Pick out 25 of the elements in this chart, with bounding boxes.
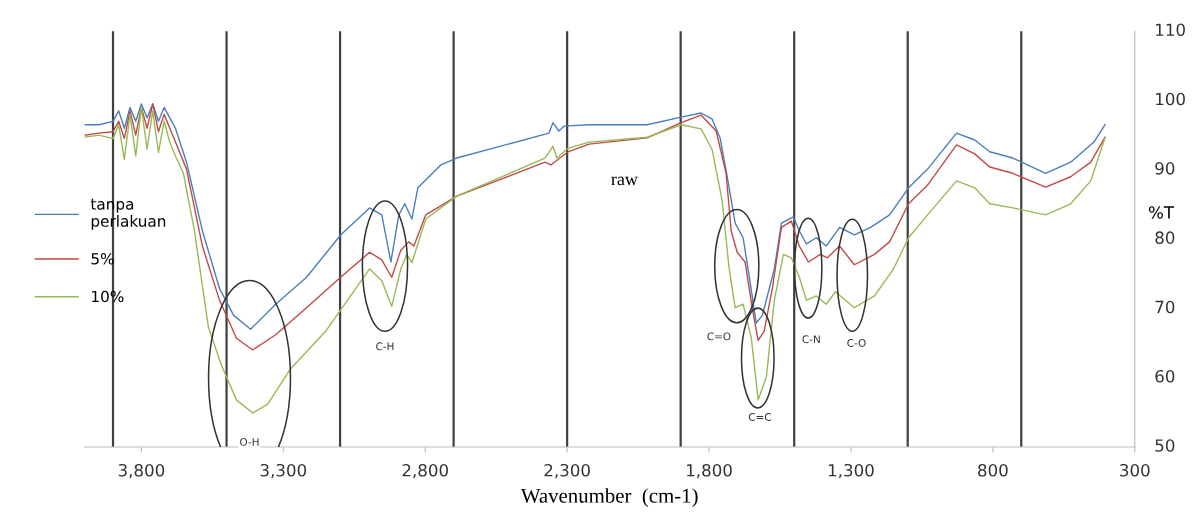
y-axis-title: %T	[1148, 206, 1175, 219]
line-series	[84, 106, 1106, 414]
y-tick-label: 100	[1156, 92, 1185, 106]
x-tick-label: 300	[1120, 463, 1150, 477]
x-axis-title: Wavenumber (cm-1)	[520, 488, 698, 508]
x-tick-label: 1,800	[687, 463, 732, 479]
x-tick-label: 2,300	[544, 463, 590, 479]
x-tick-label: 2,800	[402, 463, 448, 479]
y-tick-label: 110	[1156, 23, 1185, 37]
y-tick-label: 60	[1155, 369, 1175, 383]
x-tick-label: 1,300	[828, 463, 874, 479]
x-tick-label: 3,300	[260, 463, 307, 479]
x-tick-label: 3,800	[118, 463, 165, 479]
y-tick-label: 70	[1155, 300, 1175, 314]
annotation: C=O	[707, 332, 731, 341]
x-tick-label: 800	[978, 463, 1008, 477]
annotation: C=C	[748, 413, 771, 421]
y-tick-label: 90	[1155, 162, 1175, 175]
annotation: C-H	[376, 342, 394, 351]
annotation: C-N	[802, 335, 820, 344]
annotation: raw	[611, 176, 638, 186]
annotation: O-H	[240, 437, 259, 446]
y-tick-label: 80	[1155, 231, 1175, 244]
y-tick-label: 50	[1155, 439, 1175, 452]
annotation: C-O	[847, 339, 866, 347]
